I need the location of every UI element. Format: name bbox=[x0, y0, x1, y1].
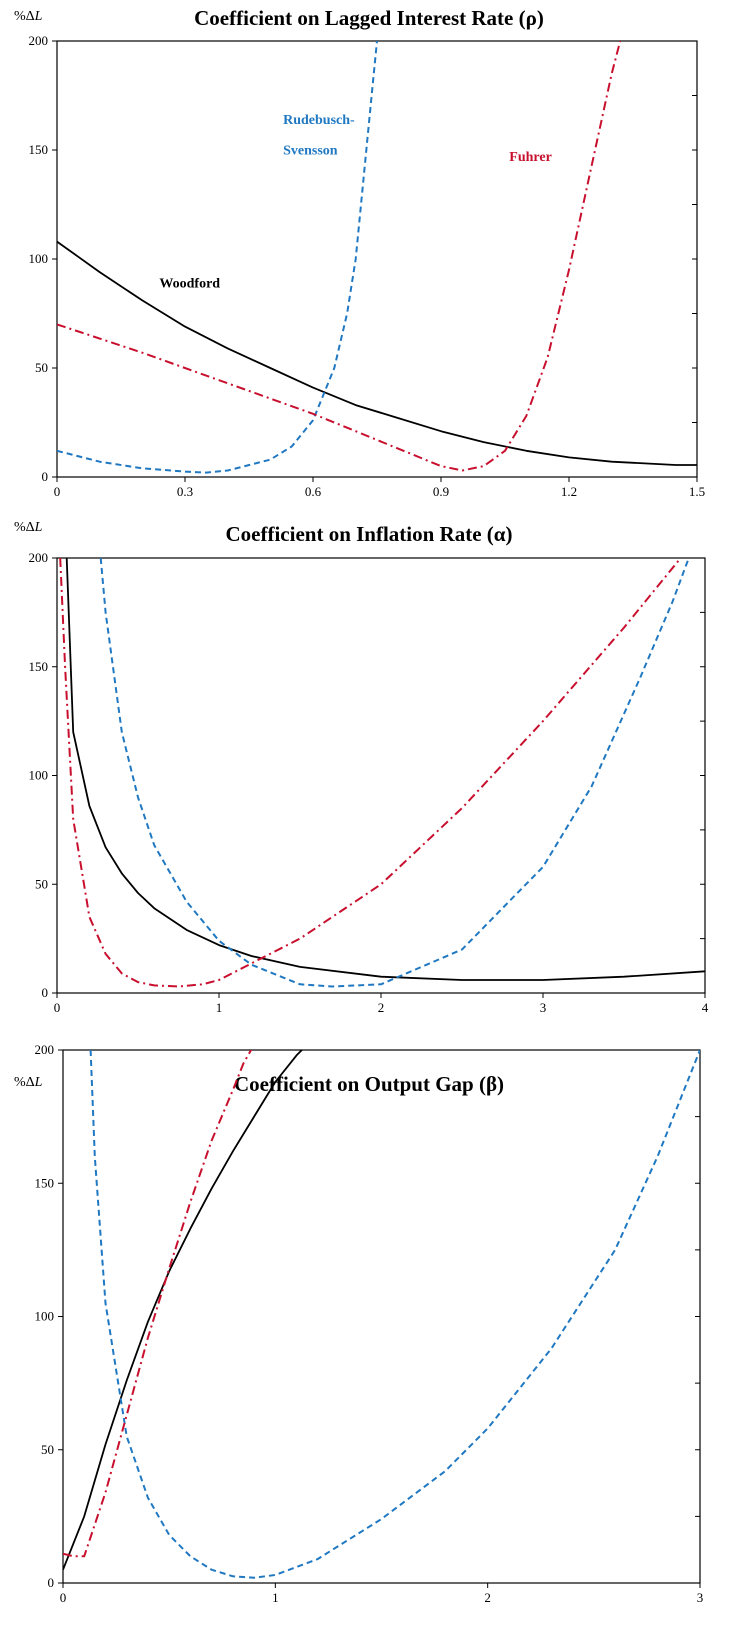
x-tick-label: 0 bbox=[54, 1000, 61, 1015]
chart-panel-rho: Coefficient on Lagged Interest Rate (ρ) … bbox=[0, 0, 738, 520]
y-axis-label-var: L bbox=[34, 1075, 43, 1090]
y-tick-label: 50 bbox=[35, 360, 48, 375]
y-tick-label: 200 bbox=[29, 33, 49, 48]
x-tick-label: 1 bbox=[216, 1000, 223, 1015]
y-tick-label: 100 bbox=[29, 251, 49, 266]
series-annotation: Woodford bbox=[159, 276, 220, 291]
y-axis-label: %ΔL bbox=[14, 9, 42, 25]
series-annotation: Fuhrer bbox=[509, 150, 552, 165]
series-line-woodford bbox=[63, 1050, 304, 1571]
y-axis-label: %ΔL bbox=[14, 1075, 42, 1091]
y-tick-label: 50 bbox=[41, 1442, 54, 1457]
series-annotation: Rudebusch- bbox=[283, 113, 355, 128]
y-tick-label: 150 bbox=[29, 659, 49, 674]
chart-group: 0 50 100 150 200 0 0.3 0.6 0.9 1.2 1.5 Woodford Rude… bbox=[29, 33, 706, 499]
x-tick-label: 0.6 bbox=[305, 484, 322, 499]
series-line-fuhrer bbox=[57, 41, 622, 472]
plot-frame bbox=[56, 557, 706, 994]
x-tick-label: 1.5 bbox=[689, 484, 705, 499]
series-line-woodford bbox=[65, 558, 705, 981]
plot-frame bbox=[62, 1049, 701, 1584]
series-line-woodford bbox=[57, 240, 697, 466]
x-tick-label: 0 bbox=[54, 484, 61, 499]
chart-group: 0 50 100 150 200 0 1 2 3 4 bbox=[29, 550, 709, 1015]
x-tick-label: 1 bbox=[272, 1590, 279, 1605]
x-tick-label: 2 bbox=[378, 1000, 385, 1015]
y-tick-label: 150 bbox=[35, 1175, 55, 1190]
y-tick-label: 50 bbox=[35, 876, 48, 891]
y-tick-label: 100 bbox=[29, 768, 49, 783]
y-axis-label-var: L bbox=[34, 520, 43, 535]
series-line-rudebusch-svensson bbox=[57, 41, 378, 474]
chart-title: Coefficient on Lagged Interest Rate (ρ) bbox=[194, 6, 544, 30]
y-axis-label-prefix: %Δ bbox=[14, 520, 35, 535]
x-tick-label: 1.2 bbox=[561, 484, 577, 499]
x-tick-label: 3 bbox=[697, 1590, 704, 1605]
series-line-fuhrer bbox=[63, 1050, 253, 1558]
y-tick-label: 0 bbox=[42, 469, 49, 484]
y-tick-label: 0 bbox=[42, 985, 49, 1000]
series-line-rudebusch-svensson bbox=[89, 1050, 700, 1579]
series-line-rudebusch-svensson bbox=[99, 558, 690, 988]
x-tick-label: 2 bbox=[484, 1590, 491, 1605]
x-tick-label: 0.3 bbox=[177, 484, 193, 499]
x-tick-label: 3 bbox=[540, 1000, 547, 1015]
y-tick-label: 100 bbox=[35, 1309, 55, 1324]
y-axis-label-prefix: %Δ bbox=[14, 9, 35, 24]
y-axis-label: %ΔL bbox=[14, 520, 42, 536]
chart-group: 0 50 100 150 200 0 1 2 3 bbox=[35, 1042, 704, 1605]
y-tick-label: 0 bbox=[48, 1575, 55, 1590]
series-line-fuhrer bbox=[59, 558, 682, 988]
y-tick-label: 150 bbox=[29, 142, 49, 157]
y-tick-label: 200 bbox=[35, 1042, 55, 1057]
y-tick-label: 200 bbox=[29, 550, 49, 565]
x-tick-label: 0 bbox=[60, 1590, 67, 1605]
x-tick-label: 0.9 bbox=[433, 484, 449, 499]
x-tick-label: 4 bbox=[702, 1000, 709, 1015]
series-annotation: Svensson bbox=[283, 143, 338, 158]
chart-title: Coefficient on Inflation Rate (α) bbox=[225, 522, 513, 546]
y-axis-label-prefix: %Δ bbox=[14, 1075, 35, 1090]
y-axis-label-var: L bbox=[34, 9, 43, 24]
